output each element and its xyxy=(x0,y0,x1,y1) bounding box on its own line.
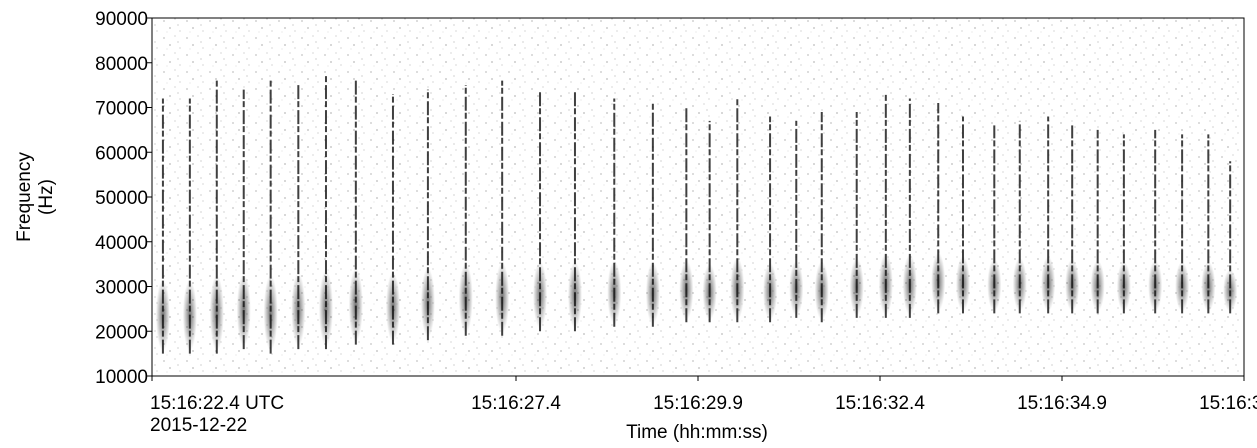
y-tick-label: 90000 xyxy=(95,9,148,30)
y-tick-label: 60000 xyxy=(95,143,148,164)
x-tick-label: 15:16:29.9 xyxy=(653,393,743,414)
call-energy xyxy=(291,272,306,347)
y-tick-label: 30000 xyxy=(95,278,148,299)
y-tick-label: 70000 xyxy=(95,99,148,120)
call-energy xyxy=(348,268,363,343)
y-tick-label: 80000 xyxy=(95,54,148,75)
y-tick-label: 20000 xyxy=(95,322,148,343)
x-tick-label: 15:16:32.4 xyxy=(835,393,925,414)
call-energy xyxy=(263,274,278,351)
call-energy xyxy=(318,269,333,347)
y-tick-label: 40000 xyxy=(95,233,148,254)
x-tick-label: 15:16:27.4 xyxy=(471,393,561,414)
y-tick-label: 50000 xyxy=(95,188,148,209)
x-tick-label: 15:16:37.4 xyxy=(1199,393,1257,414)
y-axis-label: (Hz) xyxy=(36,179,57,215)
x-tick-label: 15:16:22.4 UTC xyxy=(150,393,284,414)
start-date: 2015-12-22 xyxy=(150,415,247,436)
x-tick-label: 15:16:34.9 xyxy=(1017,393,1107,414)
y-axis-label: Frequency xyxy=(14,152,35,242)
background-noise xyxy=(152,18,1244,376)
x-axis-label: Time (hh:mm:ss) xyxy=(626,422,768,443)
y-tick-label: 10000 xyxy=(95,367,148,388)
call-energy xyxy=(209,274,224,351)
